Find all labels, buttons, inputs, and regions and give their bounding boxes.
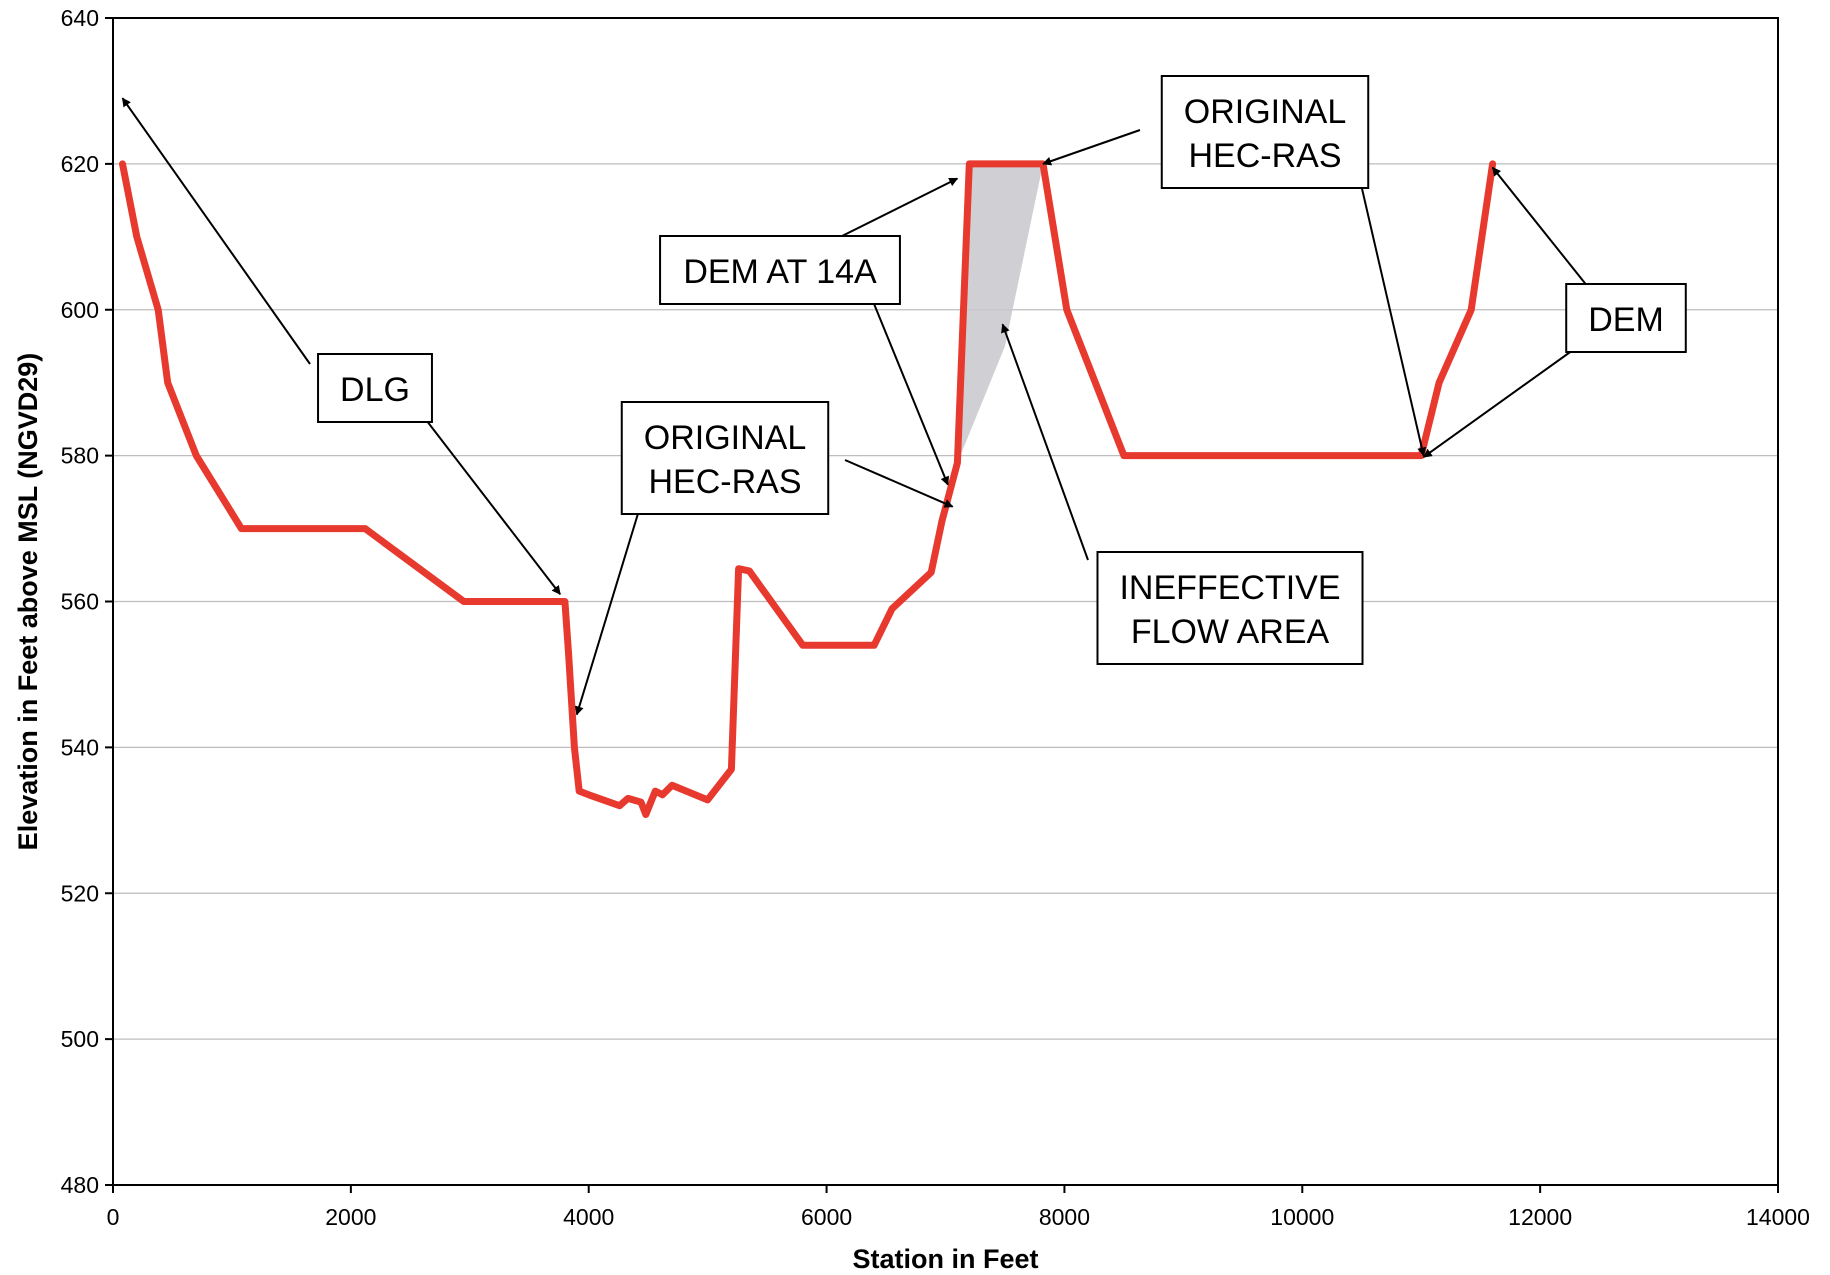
x-tick-label-14000: 14000: [1746, 1204, 1810, 1230]
y-tick-label-500: 500: [61, 1026, 99, 1052]
y-tick-label-520: 520: [61, 880, 99, 906]
y-tick-label-580: 580: [61, 443, 99, 469]
y-axis-title: Elevation in Feet above MSL (NGVD29): [13, 353, 43, 851]
annotation-arrow-3-1: [1359, 179, 1427, 457]
annotation-box-0: [317, 353, 433, 423]
annotation-arrow-2-0: [821, 177, 959, 247]
annotation-text-3-1: HEC-RAS: [1188, 137, 1341, 175]
x-tick-label-4000: 4000: [563, 1204, 614, 1230]
annotation-text-1-1: HEC-RAS: [648, 463, 801, 501]
x-tick-label-10000: 10000: [1270, 1204, 1334, 1230]
annotation-arrows: [121, 97, 1593, 716]
series-layer: [119, 160, 1497, 818]
ineffective-flow-area-shading: [957, 163, 1044, 463]
annotation-text-0-0: DLG: [340, 371, 410, 409]
x-tick-label-12000: 12000: [1508, 1204, 1572, 1230]
annotation-text-2-0: DEM AT 14A: [683, 253, 877, 291]
axis-ticks: 480 500 520 540 560 580 600 620 640 0 2000 4000 6000…: [61, 5, 1810, 1230]
y-tick-label-560: 560: [61, 589, 99, 615]
x-axis-title: Station in Feet: [852, 1244, 1038, 1274]
annotation-arrow-0-0: [121, 97, 311, 365]
annotation-arrow-0-1: [419, 411, 561, 595]
x-tick-label-8000: 8000: [1039, 1204, 1090, 1230]
annotation-arrow-5-0: [1491, 166, 1593, 293]
annotation-text-1-0: ORIGINAL: [644, 419, 806, 457]
annotation-box-1: [620, 401, 830, 515]
annotation-arrow-1-0: [574, 506, 641, 716]
annotation-labels: DLG ORIGINAL HEC-RAS DEM AT 14A ORIGINAL HEC-…: [317, 75, 1687, 665]
x-tick-label-2000: 2000: [325, 1204, 376, 1230]
annotation-box-5: [1565, 283, 1687, 353]
annotation-box-3: [1160, 75, 1370, 189]
annotation-box-2: [659, 235, 901, 305]
x-tick-label-0: 0: [107, 1204, 120, 1230]
annotation-box-4: [1096, 551, 1364, 665]
gridlines: [113, 163, 1778, 1040]
annotation-text-3-0: ORIGINAL: [1184, 93, 1346, 131]
annotation-arrow-2-1: [869, 293, 949, 486]
y-tick-label-540: 540: [61, 734, 99, 760]
annotation-text-4-0: INEFFECTIVE: [1119, 569, 1340, 607]
y-tick-label-480: 480: [61, 1172, 99, 1198]
annotation-arrow-4-0: [1001, 323, 1089, 561]
annotation-arrow-3-0: [1042, 129, 1141, 166]
annotation-text-5-0: DEM: [1588, 301, 1664, 339]
x-tick-label-6000: 6000: [801, 1204, 852, 1230]
elevation-profile-line: [119, 160, 1497, 818]
ineffective-flow-area-region: [957, 163, 1044, 463]
annotation-arrow-1-1: [844, 459, 954, 508]
annotation-text-4-1: FLOW AREA: [1131, 613, 1330, 651]
y-tick-label-640: 640: [61, 5, 99, 31]
y-tick-label-620: 620: [61, 151, 99, 177]
annotation-arrow-5-1: [1422, 344, 1581, 458]
y-tick-label-600: 600: [61, 297, 99, 323]
